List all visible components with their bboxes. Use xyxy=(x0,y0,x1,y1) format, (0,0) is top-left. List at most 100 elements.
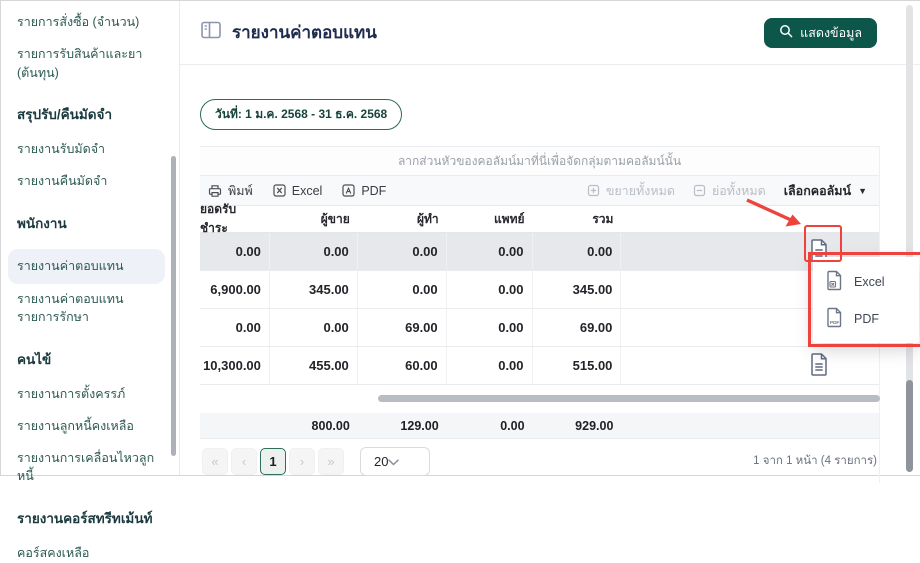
sidebar-section-patients: คนไข้ xyxy=(17,352,52,367)
expand-all-icon xyxy=(587,184,600,197)
table-row[interactable]: 6,900.00 345.00 0.00 0.00 345.00 xyxy=(200,271,879,309)
sidebar-item-deposit-received[interactable]: รายงานรับมัดจำ xyxy=(17,142,106,157)
total-paid xyxy=(200,413,270,438)
total-performer: 129.00 xyxy=(400,418,439,433)
sidebar-item-pregnancy-report[interactable]: รายงานการตั้งครรภ์ xyxy=(17,387,126,401)
first-page-button[interactable]: « xyxy=(202,447,228,475)
cell-performer: 0.00 xyxy=(358,271,447,308)
grid-header-row: ยอดรับชำระ ผู้ขาย ผู้ทำ แพทย์ รวม xyxy=(200,202,879,235)
sidebar-item-purchase-orders[interactable]: รายการสั่งซื้อ (จำนวน) xyxy=(17,15,140,29)
excel-icon xyxy=(273,184,286,197)
collapse-all-button[interactable]: ย่อทั้งหมด xyxy=(693,181,766,201)
last-page-button[interactable]: » xyxy=(318,447,344,475)
page-title: รายงานค่าตอบแทน xyxy=(232,23,377,42)
page-number-button[interactable]: 1 xyxy=(260,447,286,475)
cell-total: 69.00 xyxy=(533,309,622,346)
chevron-down-icon: ▼ xyxy=(858,185,867,196)
pdf-file-icon: PDF xyxy=(826,307,843,331)
sidebar-section-course-treatment: รายงานคอร์สทรีทเม้นท์ xyxy=(17,511,153,526)
print-button[interactable]: พิมพ์ xyxy=(208,181,253,201)
pagination-bar: « ‹ 1 › » 20 1 จาก 1 หน้า (4 รายการ) xyxy=(200,439,879,483)
table-row[interactable]: 10,300.00 455.00 60.00 0.00 515.00 xyxy=(200,347,879,385)
sidebar-item-deposit-returned[interactable]: รายงานคืนมัดจำ xyxy=(17,174,108,188)
svg-text:PDF: PDF xyxy=(830,320,839,325)
total-actions xyxy=(621,413,879,438)
pagination-summary: 1 จาก 1 หน้า (4 รายการ) xyxy=(753,455,877,467)
cell-paid: 6,900.00 xyxy=(200,271,270,308)
expand-all-button[interactable]: ขยายทั้งหมด xyxy=(587,181,675,201)
cell-performer: 60.00 xyxy=(358,347,447,384)
choose-columns-label: เลือกคอลัมน์ xyxy=(783,183,852,198)
page-size-select[interactable]: 20 xyxy=(360,446,430,476)
cell-doctor: 0.00 xyxy=(447,233,533,270)
sidebar-item-debtor-movement[interactable]: รายงานการเคลื่อนไหวลูกหนี้ xyxy=(17,450,155,484)
cell-seller: 0.00 xyxy=(270,233,358,270)
column-header-paid-amount[interactable]: ยอดรับชำระ xyxy=(200,202,237,235)
row-export-document-icon[interactable] xyxy=(809,352,830,380)
cell-paid: 0.00 xyxy=(200,233,270,270)
next-page-button[interactable]: › xyxy=(289,447,315,475)
column-header-doctor[interactable]: แพทย์ xyxy=(493,211,525,226)
row-export-excel-item[interactable]: Excel xyxy=(813,263,919,300)
show-data-button[interactable]: แสดงข้อมูล xyxy=(764,17,877,48)
sidebar-item-goods-received[interactable]: รายการรับสินค้าและยา (ต้นทุน) xyxy=(17,46,143,80)
expand-all-label: ขยายทั้งหมด xyxy=(605,183,675,198)
export-excel-button[interactable]: Excel xyxy=(273,183,323,198)
row-export-pdf-label: PDF xyxy=(854,311,879,326)
cell-doctor: 0.00 xyxy=(447,347,533,384)
printer-icon xyxy=(208,184,222,198)
export-pdf-button[interactable]: PDF xyxy=(342,184,386,198)
sidebar-item-outstanding-debtors[interactable]: รายงานลูกหนี้คงเหลือ xyxy=(17,418,134,433)
row-actions-cell xyxy=(621,233,879,270)
prev-page-button[interactable]: ‹ xyxy=(231,447,257,475)
print-label: พิมพ์ xyxy=(228,183,253,198)
column-header-performer[interactable]: ผู้ทำ xyxy=(416,211,439,226)
cell-seller: 455.00 xyxy=(270,347,358,384)
column-header-seller[interactable]: ผู้ขาย xyxy=(320,211,350,226)
sidebar-item-compensation-by-treatment[interactable]: รายงานค่าตอบแทนรายการรักษา xyxy=(17,291,124,325)
main-area: รายงานค่าตอบแทน แสดงข้อมูล วันที่: 1 ม.ค… xyxy=(180,1,920,483)
horizontal-scrollbar[interactable] xyxy=(378,395,880,402)
choose-columns-button[interactable]: เลือกคอลัมน์ ▼ xyxy=(784,181,867,201)
report-icon xyxy=(200,20,222,45)
group-by-hint[interactable]: ลากส่วนหัวของคอลัมน์มาที่นี่เพื่อจัดกลุ่… xyxy=(200,146,879,176)
vertical-scrollbar[interactable] xyxy=(906,5,913,472)
search-icon xyxy=(779,24,793,41)
pdf-label: PDF xyxy=(361,183,387,198)
cell-paid: 10,300.00 xyxy=(200,347,270,384)
sidebar-scrollbar[interactable] xyxy=(171,156,176,456)
date-range-chip[interactable]: วันที่: 1 ม.ค. 2568 - 31 ธ.ค. 2568 xyxy=(200,99,403,130)
row-export-pdf-item[interactable]: PDF PDF xyxy=(813,300,919,337)
grid-totals-row: 800.00 129.00 0.00 929.00 xyxy=(200,413,879,439)
show-data-label: แสดงข้อมูล xyxy=(800,25,862,40)
grid-hscroll-area xyxy=(200,385,880,413)
row-export-document-icon[interactable] xyxy=(809,238,830,266)
total-seller: 800.00 xyxy=(311,418,350,433)
column-header-total[interactable]: รวม xyxy=(592,211,614,226)
cell-seller: 345.00 xyxy=(270,271,358,308)
excel-file-icon xyxy=(826,270,843,294)
cell-total: 515.00 xyxy=(533,347,622,384)
row-export-excel-label: Excel xyxy=(854,274,885,289)
collapse-all-icon xyxy=(693,184,706,197)
toolbar-right-group: ขยายทั้งหมด ย่อทั้งหมด xyxy=(587,181,869,201)
vertical-scrollbar-thumb[interactable] xyxy=(906,380,913,472)
page-header: รายงานค่าตอบแทน แสดงข้อมูล xyxy=(180,1,920,65)
row-actions-cell xyxy=(621,347,879,384)
sidebar-section-deposit-summary: สรุปรับ/คืนมัดจำ xyxy=(17,107,113,123)
sidebar-item-compensation-report[interactable]: รายงานค่าตอบแทน xyxy=(8,248,165,284)
table-row[interactable]: 0.00 0.00 0.00 0.00 0.00 xyxy=(200,233,879,271)
cell-performer: 0.00 xyxy=(358,233,447,270)
sidebar-item-course-remaining[interactable]: คอร์สคงเหลือ xyxy=(17,546,90,560)
data-grid: ลากส่วนหัวของคอลัมน์มาที่นี่เพื่อจัดกลุ่… xyxy=(200,146,880,483)
content: วันที่: 1 ม.ค. 2568 - 31 ธ.ค. 2568 ลากส่… xyxy=(180,65,920,483)
excel-label: Excel xyxy=(291,183,323,198)
row-export-menu: Excel PDF PDF xyxy=(813,257,919,343)
table-row[interactable]: 0.00 0.00 69.00 0.00 69.00 xyxy=(200,309,879,347)
cell-total: 345.00 xyxy=(533,271,622,308)
chevron-down-icon xyxy=(388,454,400,469)
cell-performer: 69.00 xyxy=(358,309,447,346)
page-size-value: 20 xyxy=(374,453,389,469)
cell-paid: 0.00 xyxy=(200,309,270,346)
pdf-icon xyxy=(342,184,355,197)
